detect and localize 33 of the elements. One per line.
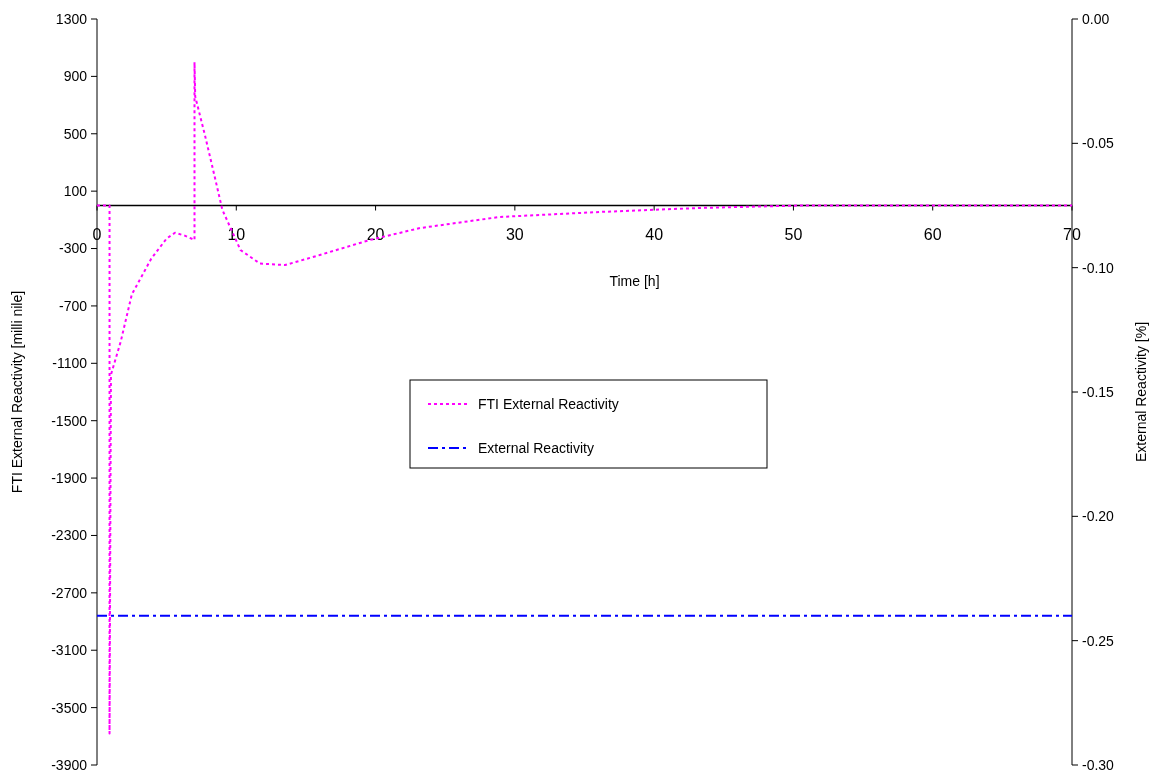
x-axis-title: Time [h] xyxy=(609,272,660,289)
y2-tick-label: -0.25 xyxy=(1082,632,1115,649)
y-axis-title: FTI External Reactivity [milli nile] xyxy=(9,290,25,494)
x-tick-label: 10 xyxy=(227,225,246,243)
y-tick-label: -1100 xyxy=(52,355,88,372)
y2-tick-label: -0.15 xyxy=(1082,383,1115,400)
y2-tick-label: 0.00 xyxy=(1082,10,1110,27)
y-tick-label: -1900 xyxy=(51,469,88,486)
y-tick-label: 1300 xyxy=(55,10,88,27)
legend-label: External Reactivity xyxy=(478,439,594,456)
y-tick-label: -2700 xyxy=(51,584,88,601)
y-tick-label: -300 xyxy=(58,240,88,257)
y-tick-label: 500 xyxy=(63,125,88,142)
y-tick-label: -3900 xyxy=(51,756,88,773)
y-tick-label: 900 xyxy=(63,68,88,85)
y2-axis-title: External Reactivity [%] xyxy=(1133,321,1149,463)
y-tick-label: -1500 xyxy=(51,412,88,429)
x-tick-label: 40 xyxy=(645,225,664,243)
legend-label: FTI External Reactivity xyxy=(478,395,619,412)
y-tick-label: -2300 xyxy=(51,527,88,544)
y2-tick-label: -0.20 xyxy=(1082,508,1115,525)
y-tick-label: -700 xyxy=(58,297,88,314)
x-tick-label: 60 xyxy=(923,225,942,243)
y2-tick-label: -0.30 xyxy=(1082,756,1115,773)
y-tick-label: -3100 xyxy=(51,642,88,659)
y-tick-label: -3500 xyxy=(51,699,88,716)
y2-tick-label: -0.05 xyxy=(1082,135,1115,152)
x-tick-label: 70 xyxy=(1063,225,1081,243)
x-tick-label: 30 xyxy=(505,225,524,243)
x-tick-label: 0 xyxy=(92,225,102,243)
y2-tick-label: -0.10 xyxy=(1082,259,1115,276)
y-tick-label: 100 xyxy=(63,183,88,200)
x-tick-label: 50 xyxy=(784,225,803,243)
